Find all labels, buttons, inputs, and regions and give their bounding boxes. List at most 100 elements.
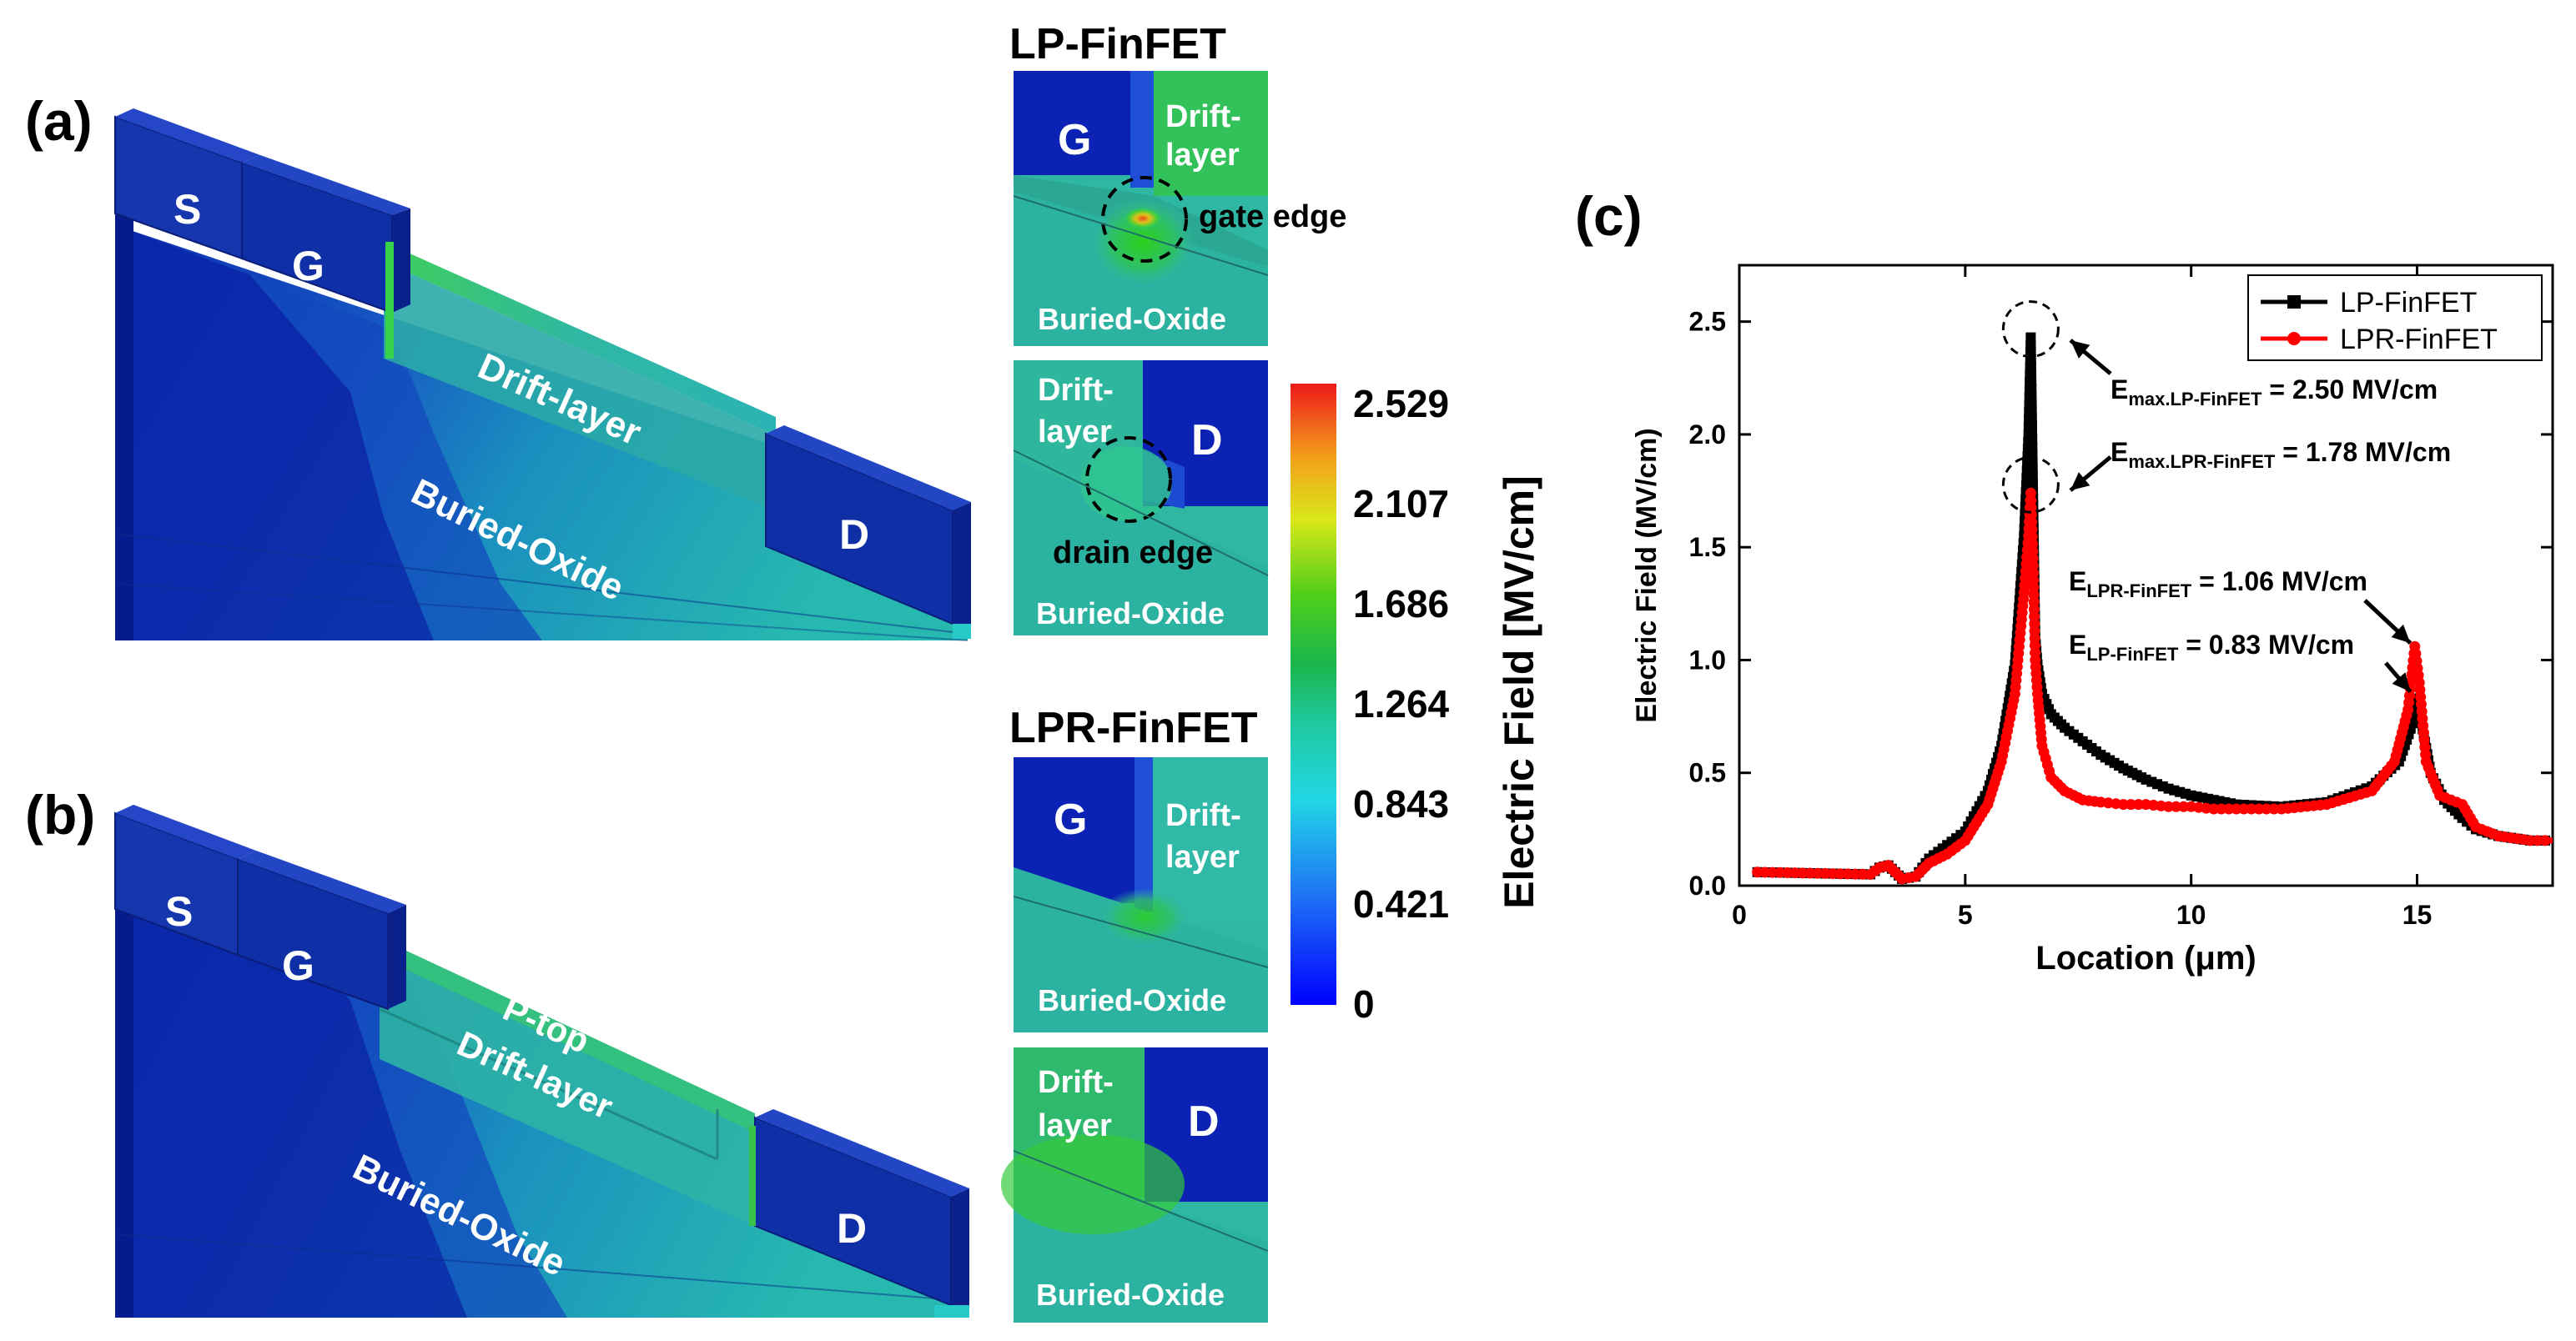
data-point	[1857, 868, 1869, 880]
y-tick-label: 2.5	[1689, 307, 1726, 337]
plot-frame	[1738, 264, 2554, 887]
data-point	[1752, 866, 1763, 878]
data-point	[2171, 801, 2182, 812]
y-axis-label: Electric Field (MV/cm)	[1631, 428, 1663, 722]
inset-lp-gate-g-label: G	[1058, 116, 1091, 164]
chart-legend: LP-FinFET LPR-FinFET	[2247, 274, 2543, 361]
inset-lpr-drain-oxide: Buried-Oxide	[1036, 1278, 1225, 1312]
panel-a-tag: (a)	[25, 90, 93, 152]
peak-marker-lpr	[2001, 455, 2060, 514]
inset-lpr-drain: Drift- layer D Buried-Oxide	[1001, 1047, 1269, 1323]
data-point	[2532, 835, 2543, 846]
data-point	[2178, 801, 2190, 812]
panel-b-tag: (b)	[25, 784, 95, 846]
x-tick-label: 15	[2402, 900, 2433, 930]
legend-label: LPR-FinFET	[2340, 324, 2498, 355]
arrow-max-lpr-head	[2070, 472, 2090, 490]
colorbar-tick: 2.529	[1353, 382, 1449, 425]
data-point	[1767, 866, 1779, 878]
inset-lp-drain-drift2: layer	[1038, 414, 1112, 450]
inset-lpr-gate-drift2: layer	[1165, 840, 1240, 875]
arrow-lp-drain-head	[2392, 672, 2411, 692]
inset-lpr-drain-drift2: layer	[1038, 1108, 1112, 1143]
panel-a-gate-label: G	[292, 243, 325, 289]
data-point	[1774, 866, 1786, 878]
data-point	[2253, 803, 2265, 815]
colorbar-tick: 0	[1353, 982, 1375, 1026]
gate-edge-annotation: gate edge	[1199, 199, 1346, 234]
data-point	[2238, 803, 2250, 815]
data-point	[1834, 868, 1846, 880]
inset-lp-gate-drift1: Drift-	[1165, 99, 1241, 134]
legend-swatch-marker	[2287, 332, 2301, 345]
y-tick-label: 1.0	[1689, 645, 1726, 675]
data-point	[2163, 801, 2175, 812]
panel-a-source-label: S	[174, 186, 201, 233]
lpr-finfet-title: LPR-FinFET	[1009, 704, 1258, 752]
colorbar-gradient	[1291, 384, 1336, 1005]
series-line	[1757, 490, 2553, 882]
data-point	[2132, 799, 2144, 811]
inset-lp-gate: G Drift- layer Buried-Oxide	[1013, 71, 1269, 346]
electric-field-chart: 0 5 10 15 0.0 0.5 1.0 1.5 2.0 2.5 Location (μm) Ele…	[1631, 264, 2554, 977]
legend-box	[2247, 274, 2543, 361]
colorbar-tick: 1.264	[1353, 682, 1450, 726]
panel-b-gate-label: G	[282, 942, 314, 989]
inset-lpr-gate-drift1: Drift-	[1165, 798, 1241, 833]
data-point	[1789, 867, 1801, 879]
series-lpr-finfet	[1752, 487, 2553, 885]
data-point	[2223, 803, 2235, 815]
colorbar-tick: 0.843	[1353, 782, 1449, 826]
data-point	[2231, 803, 2242, 815]
arrow-lpr-drain-head	[2391, 624, 2411, 644]
panel-c-tag: (c)	[1575, 185, 1643, 247]
data-point	[2208, 803, 2220, 815]
colorbar-tick: 0.421	[1353, 882, 1449, 926]
x-axis-label: Location (μm)	[2035, 940, 2256, 977]
x-tick-label: 10	[2176, 900, 2206, 930]
data-point	[1842, 868, 1854, 880]
peak-marker-lp	[2001, 300, 2060, 359]
inset-lp-drain-drift1: Drift-	[1038, 373, 1114, 408]
annotation-lp-drain: ELP-FinFET = 0.83 MV/cm	[2069, 630, 2354, 665]
inset-lp-drain: Drift- layer D drain edge Buried-Oxide	[1013, 360, 1269, 635]
gate-edge-marker	[1101, 176, 1188, 263]
data-point	[1759, 866, 1771, 878]
data-point	[2261, 803, 2272, 815]
colorbar-ticks: 2.529 2.107 1.686 1.264 0.843 0.421 0	[1353, 382, 1450, 1026]
data-point	[2524, 835, 2536, 846]
legend-swatch-marker	[2287, 295, 2301, 309]
inset-lp-drain-d-label: D	[1191, 416, 1223, 465]
annotation-max-lp: Emax.LP-FinFET = 2.50 MV/cm	[2111, 374, 2438, 409]
panel-b: (b) S G P	[25, 784, 969, 1318]
inset-lpr-gate-oxide: Buried-Oxide	[1038, 983, 1226, 1017]
legend-label: LP-FinFET	[2340, 287, 2477, 319]
series-line	[1757, 334, 2553, 882]
x-tick-label: 0	[1732, 900, 1747, 930]
annotation-lpr-drain: ELPR-FinFET = 1.06 MV/cm	[2069, 566, 2367, 601]
panel-a-drain-label: D	[839, 511, 869, 558]
inset-lpr-gate-g-label: G	[1054, 796, 1087, 844]
panel-b-source-label: S	[165, 888, 193, 935]
data-point	[1797, 867, 1809, 879]
lp-finfet-title: LP-FinFET	[1009, 20, 1226, 68]
data-point	[1804, 867, 1816, 879]
drain-edge-annotation: drain edge	[1053, 535, 1213, 570]
panel-b-device-3d: S G P-top Drift-layer Buried-Oxide D	[114, 805, 969, 1318]
inset-lpr-drain-d-label: D	[1188, 1097, 1220, 1146]
colorbar-title: Electric Field [MV/cm]	[1496, 475, 1542, 909]
inset-lpr-gate: G Drift- layer Buried-Oxide	[1013, 757, 1269, 1032]
inset-lpr-drain-drift1: Drift-	[1038, 1065, 1114, 1100]
panel-c: (c) 0 5 10 15 0.0 0.5 1.0 1.5 2.0 2.5 Location (μm…	[1575, 185, 2554, 977]
colorbar-tick: 1.686	[1353, 582, 1449, 625]
y-tick-label: 1.5	[1689, 532, 1726, 562]
data-point	[1849, 868, 1861, 880]
colorbar: 2.529 2.107 1.686 1.264 0.843 0.421 0 El…	[1291, 382, 1542, 1026]
data-point	[1819, 867, 1831, 879]
panel-a-device-3d: S G Drift-layer Buried-Oxide D	[114, 108, 971, 641]
arrow-max-lp-head	[2070, 340, 2090, 359]
inset-lp-gate-oxide: Buried-Oxide	[1038, 302, 1226, 336]
panel-b-drain-label: D	[837, 1205, 867, 1252]
data-point	[2539, 835, 2551, 846]
